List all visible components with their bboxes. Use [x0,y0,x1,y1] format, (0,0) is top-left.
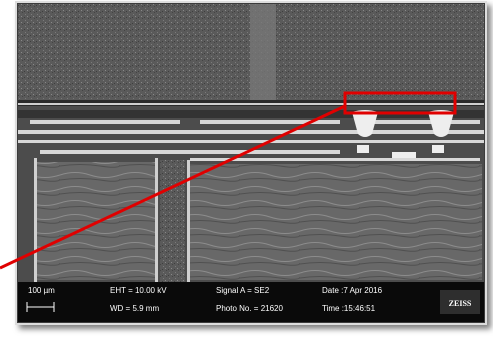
micrograph-figure: 100 µm EHT = 10.00 kV WD = 5.9 mm Signal… [0,0,493,352]
logo: ZEISS [449,299,472,308]
photo-no: Photo No. = 21620 [216,304,283,313]
signal: Signal A = SE2 [216,286,270,295]
fibre-block [34,162,158,280]
interface-line [18,103,484,105]
time: Time :15:46:51 [322,304,376,313]
wd: WD = 5.9 mm [110,304,159,313]
eht: EHT = 10.00 kV [110,286,167,295]
vertical-stripe [250,4,276,100]
gap-column [160,160,185,282]
date: Date :7 Apr 2016 [322,286,383,295]
scale-label: 100 µm [28,286,55,295]
fibre-block [190,164,482,280]
